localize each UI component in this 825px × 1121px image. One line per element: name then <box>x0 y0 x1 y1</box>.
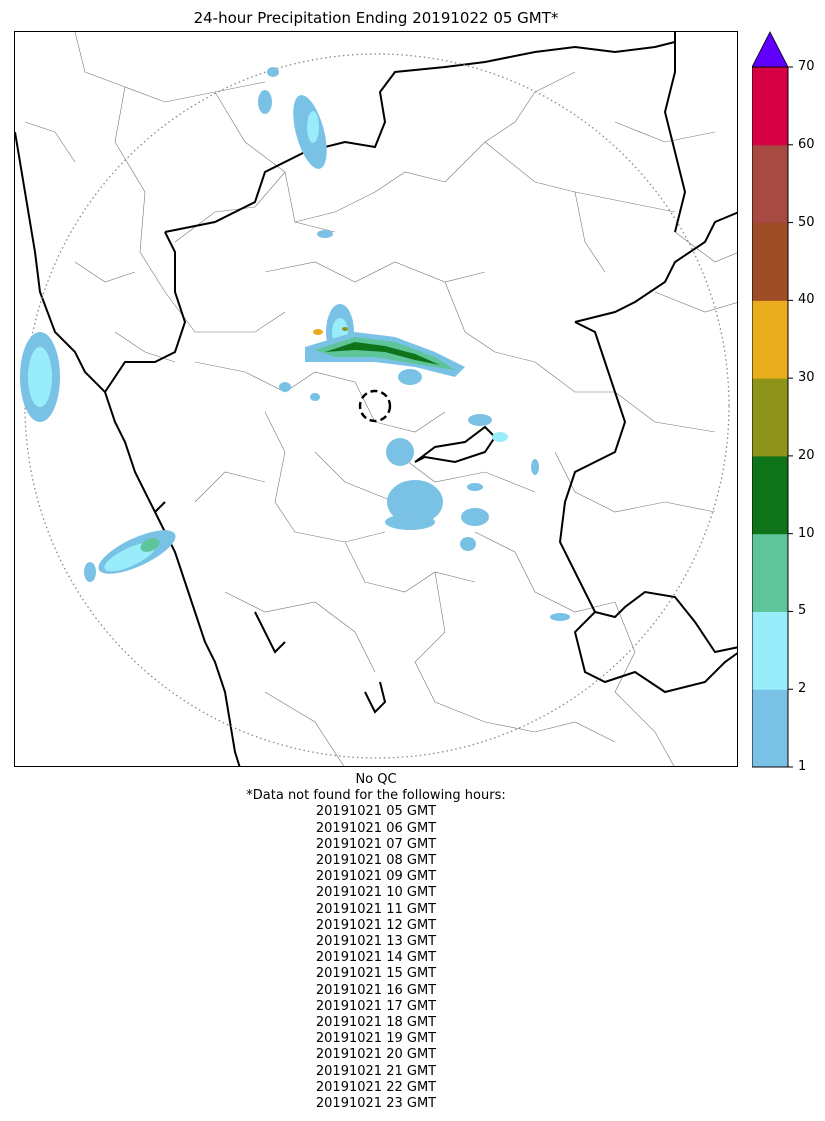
missing-hour-item: 20191021 09 GMT <box>315 869 437 885</box>
colorbar-extend-arrow <box>751 31 789 68</box>
missing-hour-item: 20191021 20 GMT <box>315 1047 437 1063</box>
colorbar-band <box>752 222 788 301</box>
missing-hour-item: 20191021 06 GMT <box>315 820 437 836</box>
map-title: 24-hour Precipitation Ending 20191022 05… <box>193 9 559 27</box>
colorbar-band <box>752 378 788 457</box>
missing-hour-item: 20191021 18 GMT <box>315 1015 437 1031</box>
qc-note: No QC <box>355 772 397 787</box>
missing-hour-item: 20191021 15 GMT <box>315 966 437 982</box>
colorbar-tick-label: 1 <box>798 759 807 774</box>
missing-hour-item: 20191021 14 GMT <box>315 950 437 966</box>
colorbar-tick-label: 30 <box>798 370 815 386</box>
missing-hours-list: 20191021 05 GMT 20191021 06 GMT 20191021 0… <box>14 804 738 1112</box>
colorbar-band <box>752 300 788 379</box>
colorbar-band <box>752 144 788 224</box>
map-canvas <box>15 32 737 766</box>
missing-hour-item: 20191021 05 GMT <box>315 804 437 820</box>
missing-hour-item: 20191021 10 GMT <box>315 885 437 901</box>
missing-hour-item: 20191021 21 GMT <box>315 1063 437 1079</box>
colorbar-tick-label: 40 <box>798 292 815 308</box>
district-boundaries <box>24 32 737 766</box>
missing-hour-item: 20191021 17 GMT <box>315 998 437 1014</box>
missing-hour-item: 20191021 23 GMT <box>315 1096 437 1112</box>
precipitation-map <box>14 31 738 767</box>
colorbar-tick-label: 20 <box>798 447 815 463</box>
colorbar-band <box>752 67 788 146</box>
radar-range-ring <box>24 53 730 759</box>
missing-hour-item: 20191021 13 GMT <box>315 934 437 950</box>
missing-hour-item: 20191021 07 GMT <box>315 836 437 852</box>
missing-hour-item: 20191021 11 GMT <box>315 901 437 917</box>
missing-hour-item: 20191021 22 GMT <box>315 1079 437 1095</box>
missing-hour-item: 20191021 08 GMT <box>315 853 437 869</box>
colorbar-tick-label: 2 <box>798 681 807 697</box>
radar-site-marker <box>358 389 392 423</box>
missing-hour-item: 20191021 16 GMT <box>315 982 437 998</box>
precipitation-areas <box>20 67 570 621</box>
data-notes: No QC *Data not found for the following … <box>14 772 738 1112</box>
colorbar-tick-label: 60 <box>798 136 815 152</box>
colorbar-band <box>752 455 788 535</box>
colorbar-tick-label: 70 <box>798 59 815 74</box>
colorbar-tick-label: 5 <box>798 603 807 619</box>
colorbar-band <box>752 611 788 690</box>
colorbar-band <box>752 689 788 768</box>
missing-data-header: *Data not found for the following hours: <box>246 788 506 804</box>
missing-hour-item: 20191021 19 GMT <box>315 1031 437 1047</box>
state-boundaries <box>15 32 737 766</box>
colorbar-tick-label: 10 <box>798 525 815 541</box>
colorbar <box>751 30 822 775</box>
colorbar-band <box>752 533 788 612</box>
colorbar-graphic <box>751 31 793 768</box>
colorbar-outline <box>751 66 789 768</box>
colorbar-tick-label: 50 <box>798 214 815 230</box>
missing-hour-item: 20191021 12 GMT <box>315 917 437 933</box>
